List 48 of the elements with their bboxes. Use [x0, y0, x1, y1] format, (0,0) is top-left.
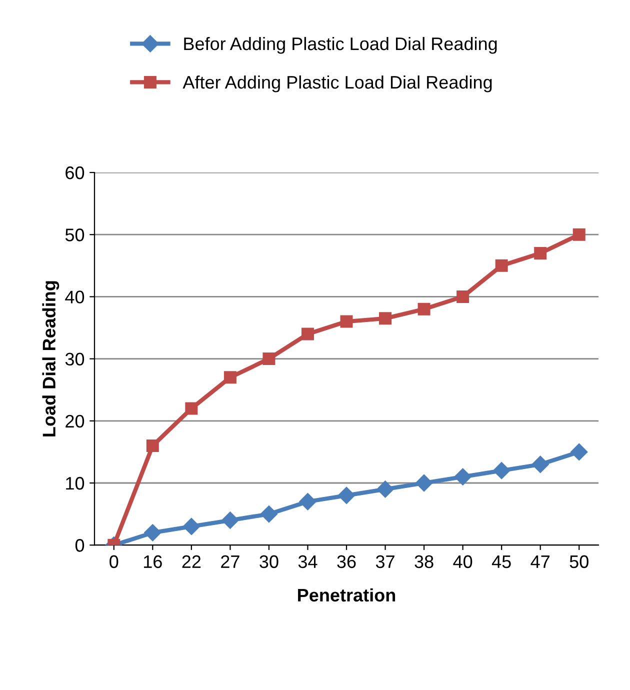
- x-tick-label: 50: [570, 555, 588, 568]
- point: [572, 228, 586, 241]
- x-tick-label: 27: [221, 555, 240, 568]
- point: [376, 480, 394, 498]
- y-tick-label: 10: [66, 476, 84, 490]
- x-tick-label: 47: [530, 555, 550, 568]
- x-tick-label: 38: [414, 555, 434, 568]
- y-tick-label: 40: [65, 290, 84, 304]
- point: [224, 371, 236, 384]
- y-tick-label: 0: [75, 539, 84, 552]
- point: [495, 259, 508, 272]
- point: [146, 439, 159, 452]
- x-tick-label: 0: [110, 555, 118, 568]
- y-tick-label: 30: [65, 352, 84, 366]
- point: [182, 518, 200, 536]
- y-tick-label: 50: [65, 228, 84, 242]
- point: [262, 352, 276, 366]
- point: [418, 302, 430, 316]
- point: [570, 443, 588, 460]
- x-tick-label: 16: [144, 555, 162, 568]
- y-tick-label: 60: [66, 166, 84, 180]
- legend-label: Befor Adding Plastic Load Dial Reading: [184, 36, 497, 54]
- y-axis-title: Load Dial Reading: [42, 281, 60, 436]
- point: [338, 486, 356, 504]
- point: [534, 246, 547, 260]
- point: [260, 506, 278, 523]
- y-tick-label: 20: [66, 414, 84, 428]
- point: [299, 493, 316, 510]
- point: [301, 328, 314, 340]
- point: [144, 524, 162, 542]
- legend-label: After Adding Plastic Load Dial Reading: [182, 75, 492, 92]
- x-tick-label: 34: [298, 555, 318, 568]
- x-tick-label: 30: [260, 555, 278, 568]
- x-tick-label: 45: [492, 555, 511, 568]
- point: [222, 512, 239, 529]
- x-axis-title: Penetration: [298, 588, 396, 602]
- x-tick-label: 37: [376, 555, 394, 568]
- point: [379, 312, 392, 325]
- x-tick-label: 40: [453, 555, 472, 568]
- point: [456, 290, 470, 303]
- point: [493, 462, 510, 480]
- point: [340, 315, 353, 328]
- x-tick-label: 22: [182, 555, 201, 568]
- point: [454, 468, 472, 486]
- x-tick-label: 36: [337, 555, 356, 568]
- point: [532, 456, 549, 473]
- point: [185, 402, 198, 415]
- point: [415, 474, 433, 492]
